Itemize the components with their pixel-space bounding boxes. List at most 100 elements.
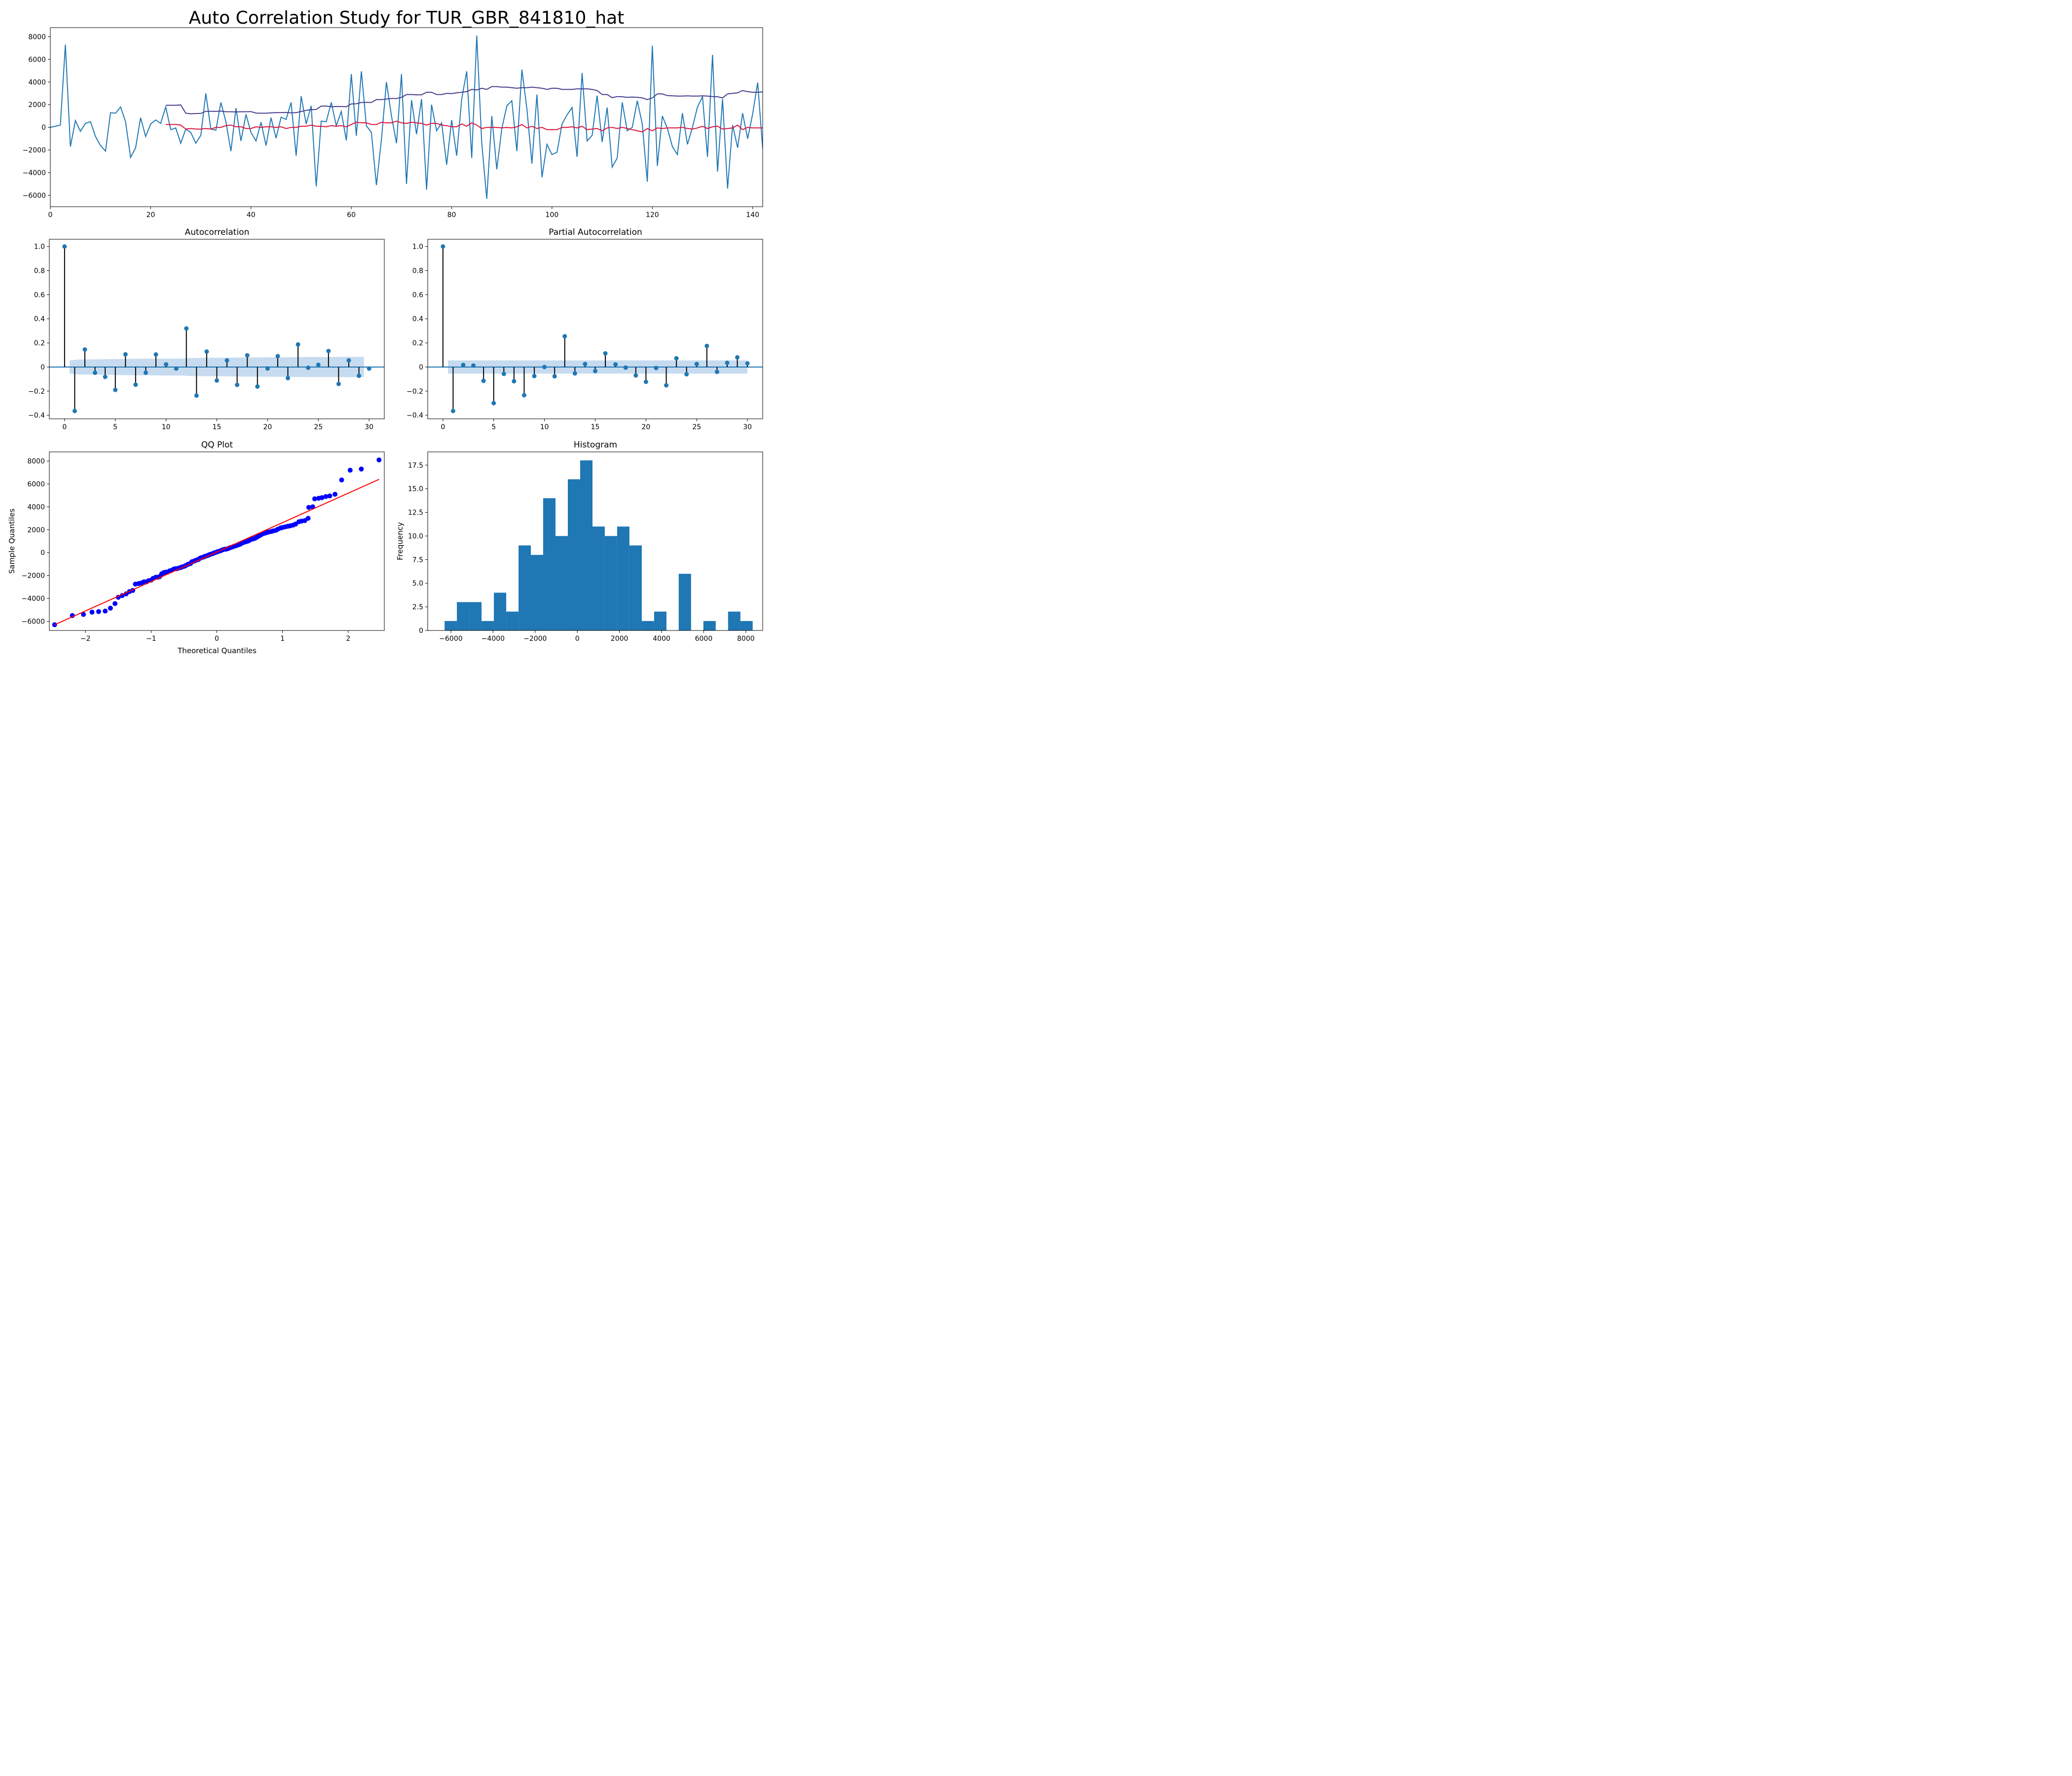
acf-x-tick-label: 0 [62,423,67,431]
qq-point [347,468,353,473]
acf-y-tick-label: −0.2 [28,388,45,396]
timeseries-x-tick-label: 140 [746,211,759,219]
timeseries-y-tick-label: 4000 [28,78,46,86]
histogram-x-tick-label: −4000 [481,635,505,643]
rolling-mean-line [165,120,763,133]
acf-marker [245,353,250,358]
qq-y-tick-label: 8000 [27,458,45,466]
pacf-marker [461,363,466,368]
pacf-y-tick-label: 0.6 [412,291,423,299]
histogram-bar [604,536,617,630]
acf-marker [336,381,341,386]
acf-marker [153,352,158,357]
acf-x-tick-label: 5 [113,423,117,431]
histogram-x-tick-label: 8000 [737,635,755,643]
acf-marker [164,362,169,367]
qq-point [108,605,113,611]
acf-marker [326,348,331,353]
histogram-y-tick-label: 5.0 [412,580,423,588]
pacf-x-tick-label: 25 [692,423,701,431]
acf-marker [235,382,240,387]
timeseries-panel: 0 20 40 60 80 100 120 140 −6000 −4000 −2000 0 2000 40… [23,27,763,219]
acf-marker [62,244,67,249]
qq-point [112,601,118,606]
histogram-y-tick-label: 2.5 [412,603,423,611]
pacf-marker [593,369,597,373]
histogram-panel: Histogram −6000 −4000 −2000 0 2000 4000 6000 80… [396,440,763,643]
acf-title: Autocorrelation [185,227,250,237]
histogram-plot-frame [427,451,763,631]
pacf-plot-frame [427,239,763,419]
qq-point [327,493,333,499]
pacf-y-tick-label: 0.8 [412,267,423,275]
qq-point [333,491,338,497]
acf-y-tick-label: −0.4 [28,412,45,420]
pacf-marker [664,383,669,388]
qq-y-tick-label: 0 [40,549,45,557]
pacf-marker [725,360,730,365]
figure-title: Auto Correlation Study for TUR_GBR_84181… [189,8,625,28]
qq-point [96,609,101,614]
qq-x-tick-label: 0 [215,635,219,643]
pacf-marker [694,362,699,367]
pacf-x-tick-label: 20 [641,423,650,431]
pacf-marker [684,372,689,377]
histogram-bar [641,621,654,630]
histogram-bar [580,460,592,630]
acf-marker [357,373,362,378]
acf-marker [174,366,179,371]
histogram-bar [506,611,519,630]
pacf-x-tick-label: 0 [441,423,445,431]
pacf-y-tick-label: −0.4 [407,412,423,420]
acf-y-tick-label: 0.8 [34,267,45,275]
acf-marker [286,375,291,380]
pacf-marker [714,370,719,374]
acf-x-tick-label: 25 [314,423,323,431]
acf-marker [306,365,311,370]
histogram-bar [568,479,580,630]
timeseries-y-tick-label: 6000 [28,56,46,64]
acf-x-tick-label: 30 [365,423,373,431]
histogram-bar [481,621,494,630]
acf-marker [143,370,148,375]
qq-ylabel: Sample Quantiles [7,509,16,574]
pacf-marker [491,401,496,406]
rolling-std-line [165,86,763,114]
timeseries-x-tick-label: 60 [347,211,356,219]
acf-marker [184,326,189,331]
acf-marker [204,349,209,354]
histogram-bar [728,611,740,630]
pacf-y-tick-label: 0.4 [412,315,423,323]
timeseries-y-tick-label: 8000 [28,33,46,41]
acf-x-tick-label: 20 [263,423,272,431]
qq-point [70,613,75,618]
pacf-y-tick-label: 1.0 [412,243,423,251]
pacf-marker [542,365,547,370]
timeseries-y-tick-label: 0 [41,124,46,132]
histogram-bar [555,536,568,630]
pacf-x-tick-label: 15 [591,423,600,431]
acf-marker [296,342,300,347]
pacf-marker [521,393,526,398]
histogram-bar [654,611,666,630]
pacf-x-tick-label: 10 [540,423,549,431]
acf-plot-frame [49,239,385,419]
pacf-marker [633,373,638,378]
pacf-marker [583,362,588,367]
acf-y-tick-label: 1.0 [34,243,45,251]
qq-y-tick-label: 4000 [27,503,45,511]
histogram-bar [543,498,555,630]
pacf-marker [450,408,455,413]
acf-marker [93,370,98,375]
histogram-x-tick-label: 2000 [611,635,629,643]
timeseries-x-tick-label: 80 [447,211,456,219]
pacf-marker [643,379,648,384]
pacf-x-tick-label: 30 [743,423,752,431]
qq-y-tick-label: −4000 [22,595,45,603]
pacf-marker [623,365,628,370]
acf-marker [275,354,280,359]
timeseries-plot-frame [50,27,763,207]
qq-y-tick-label: −2000 [22,572,45,580]
pacf-marker [481,378,486,383]
pacf-marker [562,334,567,339]
